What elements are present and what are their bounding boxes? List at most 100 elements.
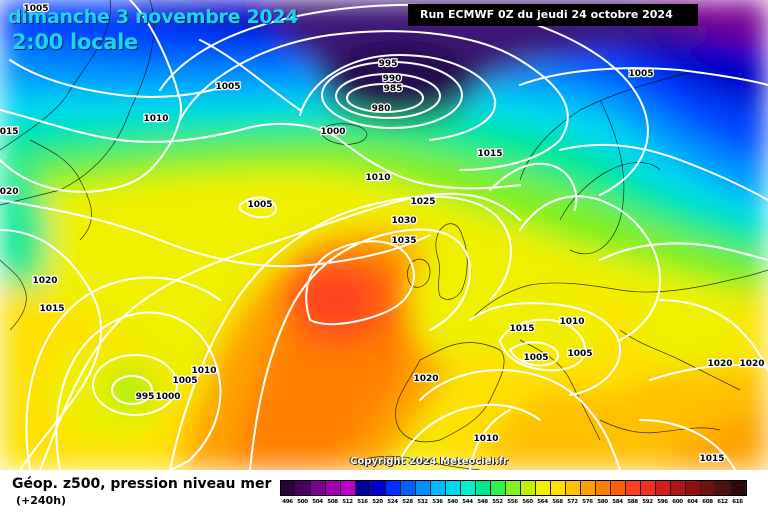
- scale-value: 580: [597, 499, 608, 505]
- scale-swatch: [506, 481, 521, 495]
- scale-value: 588: [627, 499, 638, 505]
- isobar-label: 1030: [391, 216, 416, 226]
- isobar-label: 1020: [707, 359, 732, 369]
- scale-value: 568: [552, 499, 563, 505]
- scale-swatch: [371, 481, 386, 495]
- isobar-label: 1020: [413, 374, 438, 384]
- scale-value: 592: [642, 499, 653, 505]
- scale-swatch: [281, 481, 296, 495]
- scale-swatch: [296, 481, 311, 495]
- isobar-label: 1005: [215, 82, 240, 92]
- isobar-label: 1025: [410, 197, 435, 207]
- color-scale: [280, 480, 747, 496]
- scale-value: 516: [357, 499, 368, 505]
- scale-value: 500: [297, 499, 308, 505]
- scale-value: 612: [717, 499, 728, 505]
- scale-swatch: [356, 481, 371, 495]
- isobar-label: 1015: [39, 304, 64, 314]
- scale-value: 608: [702, 499, 713, 505]
- isobar-label: 1005: [172, 376, 197, 386]
- legend-subtitle: (+240h): [16, 494, 67, 507]
- isobar-label: 995: [379, 59, 398, 69]
- isobar-label: 1010: [143, 114, 168, 124]
- isobar-label: 990: [383, 74, 402, 84]
- isobar-label: 1005: [628, 69, 653, 79]
- scale-swatch: [656, 481, 671, 495]
- scale-swatch: [566, 481, 581, 495]
- forecast-date: dimanche 3 novembre 2024: [8, 6, 299, 28]
- scale-swatch: [416, 481, 431, 495]
- scale-value: 540: [447, 499, 458, 505]
- isobar-label: 1010: [559, 317, 584, 327]
- scale-value: 576: [582, 499, 593, 505]
- isobar-label: 1000: [320, 127, 345, 137]
- scale-value: 572: [567, 499, 578, 505]
- scale-swatch: [536, 481, 551, 495]
- isobar-label: 1010: [473, 434, 498, 444]
- scale-swatch: [461, 481, 476, 495]
- scale-value: 564: [537, 499, 548, 505]
- scale-value: 528: [402, 499, 413, 505]
- isobar-label-layer: 1005 1010 1005 1015 995 990 985 980 1000…: [0, 3, 766, 466]
- isobar-label: 1010: [191, 366, 216, 376]
- run-info: Run ECMWF 0Z du jeudi 24 octobre 2024: [408, 4, 698, 26]
- scale-value: 504: [312, 499, 323, 505]
- scale-swatch: [476, 481, 491, 495]
- scale-value: 544: [462, 499, 473, 505]
- isobar-label: 1015: [699, 454, 724, 464]
- weather-map: 1005 1010 1005 1015 995 990 985 980 1000…: [0, 0, 768, 470]
- scale-value: 556: [507, 499, 518, 505]
- scale-swatch: [596, 481, 611, 495]
- isobar-label: 1010: [365, 173, 390, 183]
- scale-swatch: [551, 481, 566, 495]
- scale-value: 496: [282, 499, 293, 505]
- scale-swatch: [626, 481, 641, 495]
- scale-swatch: [491, 481, 506, 495]
- scale-value: 532: [417, 499, 428, 505]
- isobar-label: 1005: [567, 349, 592, 359]
- isobar-label: 1015: [0, 127, 19, 137]
- scale-value: 552: [492, 499, 503, 505]
- scale-swatch: [326, 481, 341, 495]
- scale-swatch: [311, 481, 326, 495]
- scale-value: 548: [477, 499, 488, 505]
- isobar-label: 980: [372, 104, 391, 114]
- scale-value: 596: [657, 499, 668, 505]
- scale-swatch: [716, 481, 731, 495]
- isobar-label: 1020: [739, 359, 764, 369]
- scale-swatch: [641, 481, 656, 495]
- isobar-label: 1000: [155, 392, 180, 402]
- isobar-label: 995: [136, 392, 155, 402]
- scale-value: 512: [342, 499, 353, 505]
- color-scale-labels: 496 500 504 508 512 516 520 524 528 532 536 540 544 5…: [280, 499, 745, 505]
- scale-value: 584: [612, 499, 623, 505]
- scale-swatch: [521, 481, 536, 495]
- isobar-label: 1005: [23, 4, 48, 14]
- scale-value: 536: [432, 499, 443, 505]
- scale-swatch: [446, 481, 461, 495]
- scale-swatch: [341, 481, 356, 495]
- scale-swatch: [581, 481, 596, 495]
- land-outlines: [0, 0, 768, 470]
- isobar-label: 1015: [509, 324, 534, 334]
- legend-panel: Géop. z500, pression niveau mer (+240h) …: [0, 470, 768, 512]
- isobar-label: 1035: [391, 236, 416, 246]
- scale-value: 616: [732, 499, 743, 505]
- scale-value: 604: [687, 499, 698, 505]
- scale-swatch: [386, 481, 401, 495]
- isobar-lines: [0, 0, 768, 470]
- forecast-time: 2:00 locale: [12, 30, 138, 54]
- scale-value: 560: [522, 499, 533, 505]
- scale-value: 520: [372, 499, 383, 505]
- scale-swatch: [671, 481, 686, 495]
- scale-value: 508: [327, 499, 338, 505]
- isobar-label: 1015: [477, 149, 502, 159]
- copyright-text: Copyright 2024 Meteociel.fr: [350, 456, 508, 467]
- scale-value: 600: [672, 499, 683, 505]
- legend-title: Géop. z500, pression niveau mer: [12, 476, 272, 492]
- isobar-label: 1005: [523, 353, 548, 363]
- isobar-label: 1020: [0, 187, 19, 197]
- isobar-label: 1005: [247, 200, 272, 210]
- scale-value: 524: [387, 499, 398, 505]
- isobar-label: 985: [384, 84, 403, 94]
